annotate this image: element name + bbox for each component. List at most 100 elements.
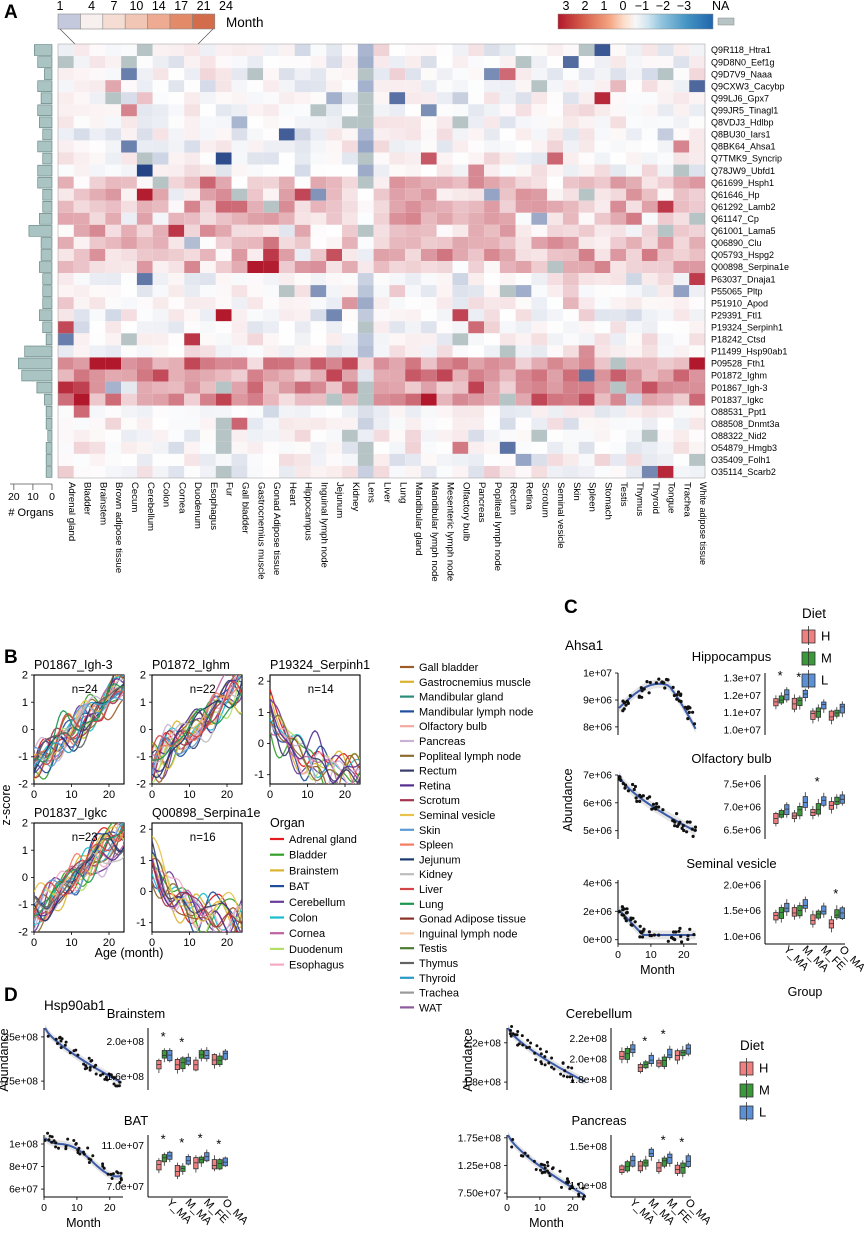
svg-text:20: 20 (103, 789, 115, 801)
svg-text:Stomach: Stomach (602, 482, 613, 520)
svg-text:0: 0 (140, 724, 146, 736)
svg-text:P18242_Ctsd: P18242_Ctsd (711, 335, 766, 345)
svg-text:Q61147_Cp: Q61147_Cp (711, 214, 759, 224)
svg-text:1.8e+08: 1.8e+08 (569, 1075, 607, 1086)
svg-text:10: 10 (183, 937, 195, 949)
svg-text:Ahsa1: Ahsa1 (565, 638, 603, 653)
svg-text:Gonad Adipose tissue: Gonad Adipose tissue (419, 914, 526, 926)
svg-text:1: 1 (22, 845, 28, 857)
svg-text:Q9D7V9_Naaa: Q9D7V9_Naaa (711, 69, 772, 79)
svg-text:Olfactory bulb: Olfactory bulb (460, 482, 471, 541)
svg-text:Q9R118_Htra1: Q9R118_Htra1 (711, 45, 771, 55)
svg-text:10: 10 (183, 789, 195, 801)
svg-text:1.5e+08: 1.5e+08 (569, 1142, 607, 1153)
svg-text:Mandibular gland: Mandibular gland (419, 692, 503, 704)
svg-text:Trachea: Trachea (681, 482, 692, 518)
svg-text:L: L (759, 1105, 766, 1120)
svg-text:Rectum: Rectum (419, 766, 457, 778)
svg-text:Popliteal lymph node: Popliteal lymph node (419, 751, 521, 763)
svg-text:Fur: Fur (224, 482, 235, 497)
svg-text:Retina: Retina (524, 482, 535, 510)
svg-text:7: 7 (111, 0, 118, 13)
svg-text:*: * (642, 1033, 647, 1048)
svg-text:Bladder: Bladder (82, 482, 93, 516)
svg-text:Q9CXW3_Cacybp: Q9CXW3_Cacybp (711, 81, 785, 91)
svg-text:4: 4 (88, 0, 95, 13)
svg-text:0: 0 (267, 789, 273, 801)
svg-text:Popliteal lymph node: Popliteal lymph node (492, 482, 503, 571)
svg-text:Testis: Testis (419, 943, 448, 955)
svg-text:10: 10 (71, 1202, 83, 1214)
svg-text:11.0e+07: 11.0e+07 (102, 1141, 145, 1152)
svg-text:4e+06: 4e+06 (583, 878, 612, 889)
svg-text:n=24: n=24 (72, 684, 99, 696)
svg-text:Heart: Heart (287, 482, 298, 506)
svg-text:P19324_Serpinh1: P19324_Serpinh1 (270, 658, 370, 672)
svg-text:0: 0 (22, 872, 28, 884)
svg-text:Month: Month (640, 963, 675, 977)
svg-text:Cerebellum: Cerebellum (566, 1006, 632, 1021)
svg-text:P01867_Igh-3: P01867_Igh-3 (711, 383, 768, 393)
svg-text:Q00898_Serpina1e: Q00898_Serpina1e (152, 806, 260, 820)
svg-text:−2: −2 (656, 0, 670, 13)
svg-text:Gastrocnemius muscle: Gastrocnemius muscle (255, 482, 266, 580)
svg-text:10: 10 (27, 491, 39, 503)
svg-text:14: 14 (152, 0, 166, 13)
svg-text:-1: -1 (254, 769, 264, 781)
svg-text:Cerebellum: Cerebellum (289, 897, 345, 909)
svg-text:7.0e+06: 7.0e+06 (723, 803, 761, 814)
svg-text:O35114_Scarb2: O35114_Scarb2 (711, 467, 776, 477)
svg-text:n=22: n=22 (190, 684, 216, 696)
svg-text:1: 1 (258, 707, 264, 719)
svg-text:Q78JW9_Ubfd1: Q78JW9_Ubfd1 (711, 166, 775, 176)
svg-text:1.8e+08: 1.8e+08 (463, 1078, 501, 1089)
svg-text:P19324_Serpinh1: P19324_Serpinh1 (711, 323, 783, 333)
svg-text:*: * (778, 668, 783, 683)
svg-text:1: 1 (140, 855, 146, 867)
svg-text:7.50e+07: 7.50e+07 (458, 1189, 502, 1200)
svg-text:0: 0 (49, 491, 55, 503)
svg-text:*: * (661, 1132, 666, 1147)
svg-text:21: 21 (197, 0, 211, 13)
svg-text:O88531_Ppt1: O88531_Ppt1 (711, 407, 767, 417)
svg-text:P01872_Ighm: P01872_Ighm (152, 658, 230, 672)
svg-text:1: 1 (22, 697, 28, 709)
svg-text:Thyroid: Thyroid (650, 482, 661, 514)
svg-text:Cornea: Cornea (176, 482, 187, 514)
svg-text:Kidney: Kidney (350, 482, 361, 512)
svg-text:Q05793_Hspg2: Q05793_Hspg2 (711, 250, 774, 260)
svg-text:Pancreas: Pancreas (572, 1113, 627, 1128)
svg-text:Mesenteric lymph node: Mesenteric lymph node (445, 482, 456, 581)
svg-text:20: 20 (104, 1202, 116, 1214)
svg-text:Liver: Liver (419, 884, 443, 896)
svg-text:9e+06: 9e+06 (583, 696, 612, 707)
svg-text:Hippocampus: Hippocampus (303, 482, 314, 541)
svg-text:P09528_Fth1: P09528_Fth1 (711, 359, 765, 369)
svg-text:7.5e+06: 7.5e+06 (723, 780, 761, 791)
svg-text:Q61646_Hp: Q61646_Hp (711, 190, 760, 200)
svg-text:*: * (161, 1029, 166, 1044)
svg-text:P01867_Igh-3: P01867_Igh-3 (34, 658, 113, 672)
svg-text:P51910_Apod: P51910_Apod (711, 298, 768, 308)
svg-text:Q61292_Lamb2: Q61292_Lamb2 (711, 202, 776, 212)
svg-text:Liver: Liver (382, 482, 393, 504)
svg-text:*: * (179, 1135, 184, 1150)
svg-text:1: 1 (140, 697, 146, 709)
svg-text:Tongue: Tongue (666, 482, 677, 513)
svg-text:0: 0 (504, 1202, 510, 1214)
svg-text:P63037_Dnaja1: P63037_Dnaja1 (711, 274, 776, 284)
svg-text:Skin: Skin (419, 825, 440, 837)
svg-text:Mandibular lymph node: Mandibular lymph node (429, 482, 440, 582)
svg-text:2: 2 (140, 824, 146, 836)
svg-text:-1: -1 (18, 751, 28, 763)
svg-text:M: M (759, 1083, 770, 1098)
svg-text:20: 20 (339, 789, 351, 801)
svg-text:Thymus: Thymus (419, 958, 459, 970)
svg-text:0: 0 (31, 789, 37, 801)
svg-text:Q8BK64_Ahsa1: Q8BK64_Ahsa1 (711, 142, 776, 152)
svg-text:10: 10 (65, 937, 77, 949)
svg-text:2.25e+08: 2.25e+08 (0, 1032, 38, 1043)
svg-text:Lens: Lens (366, 482, 377, 503)
svg-text:10: 10 (534, 1202, 546, 1214)
svg-text:Q8VDJ3_Hdlbp: Q8VDJ3_Hdlbp (711, 118, 774, 128)
